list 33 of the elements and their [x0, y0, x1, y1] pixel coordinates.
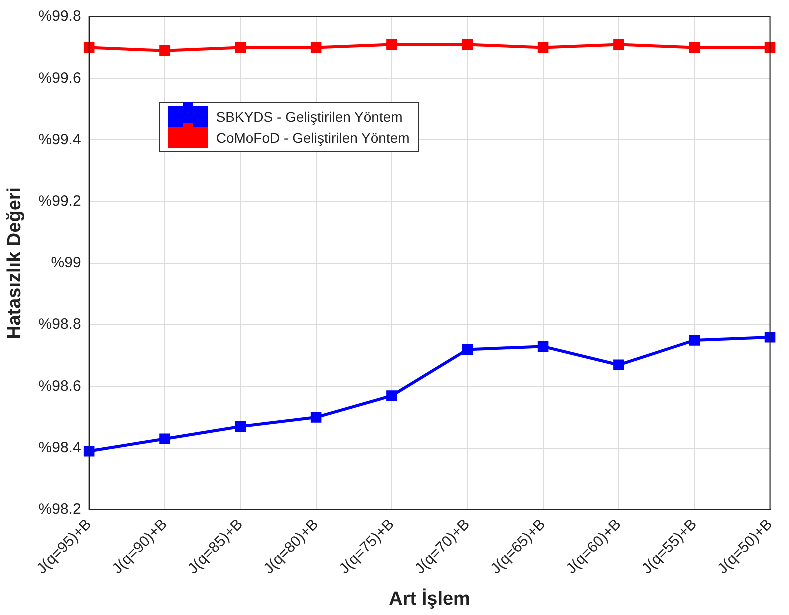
y-tick-label: %98.8 [38, 316, 82, 334]
legend-label: CoMoFoD - Geliştirilen Yöntem [215, 128, 410, 148]
point [689, 335, 700, 346]
point [764, 42, 776, 54]
point [386, 39, 398, 50]
point [386, 390, 398, 402]
point [310, 42, 322, 54]
y-tick-label: %99.2 [38, 192, 82, 210]
point [160, 46, 170, 56]
x-axis-title: Art İşlem [389, 588, 470, 610]
point [538, 341, 549, 352]
y-tick-label: %98.4 [38, 439, 82, 456]
point [764, 332, 776, 343]
y-tick-label: %99 [51, 254, 82, 272]
point [310, 412, 322, 423]
point [462, 39, 474, 50]
y-tick-label: %99.4 [38, 131, 82, 148]
point [462, 344, 474, 356]
y-tick-label: %99.8 [38, 8, 82, 26]
point [689, 42, 700, 54]
point [614, 360, 624, 371]
point [614, 39, 624, 50]
y-tick-label: %98.6 [38, 378, 82, 395]
point [84, 42, 95, 54]
point [235, 421, 246, 432]
point [538, 42, 549, 54]
point [84, 446, 95, 457]
y-tick-label: %99.6 [38, 70, 82, 87]
y-tick-label: %98.2 [38, 501, 82, 518]
y-axis-title: Hatasızlık Değeri [4, 187, 26, 340]
legend-label: SBKYDS - Geliştirilen Yöntem [215, 108, 404, 127]
point [160, 434, 170, 444]
point [235, 42, 246, 54]
